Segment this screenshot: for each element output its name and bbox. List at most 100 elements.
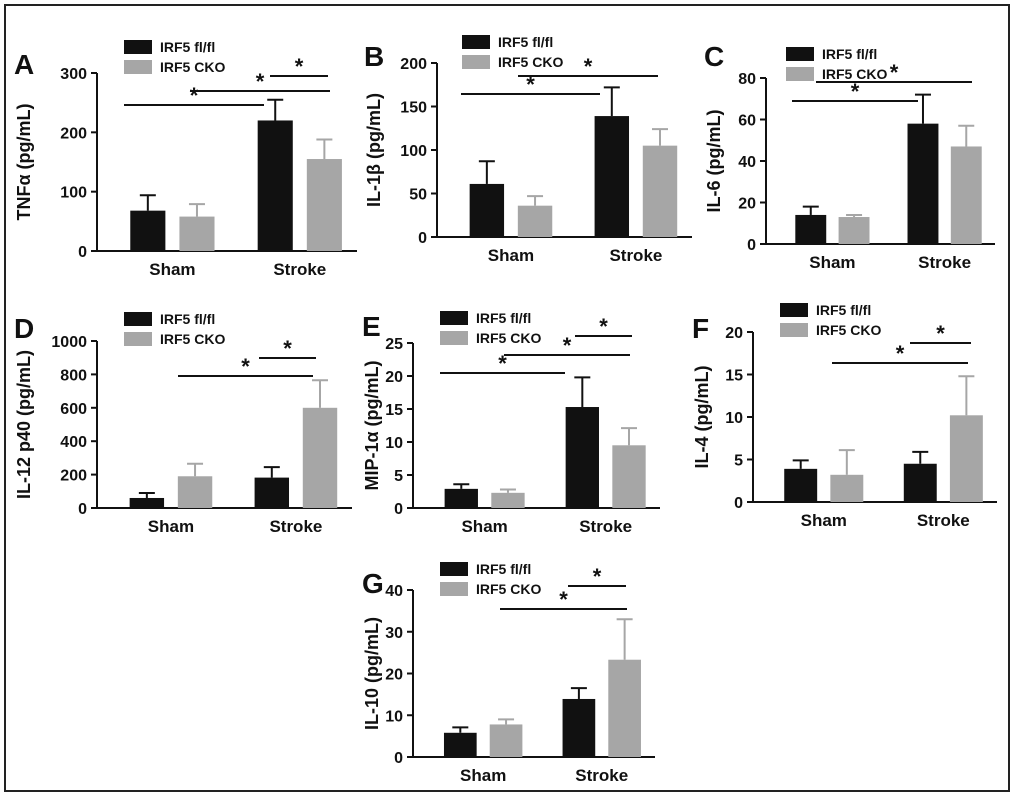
panel-b-bar-stroke-cko (642, 145, 678, 237)
panel-a-significance-star: * (190, 83, 199, 108)
panel-c-bar-stroke-flfl (907, 123, 939, 244)
panel-f-bar-sham-cko (830, 474, 864, 502)
panel-g-ylabel: IL-10 (pg/mL) (362, 617, 382, 730)
panel-c-xcat-label: Stroke (918, 253, 971, 272)
panel-c-legend-label: IRF5 CKO (822, 66, 887, 82)
panel-b-bar-sham-flfl (469, 183, 505, 237)
panel-e-ytick-label: 25 (385, 336, 403, 353)
panel-a-legend-swatch (124, 60, 152, 74)
panel-d-ytick-label: 600 (60, 401, 87, 418)
panel-f-significance-star: * (936, 321, 945, 346)
panel-a-letter: A (14, 49, 34, 80)
panel-c-letter: C (704, 41, 724, 72)
panel-e-xcat-label: Sham (461, 517, 507, 536)
panel-c-bar-sham-flfl (795, 214, 827, 244)
panel-c-bar-stroke-cko (950, 146, 982, 244)
panel-g-bar-sham-cko (489, 724, 523, 757)
panel-c-ylabel: IL-6 (pg/mL) (704, 110, 724, 213)
panel-d-significance-star: * (241, 354, 250, 379)
panel-a-xcat-label: Sham (149, 260, 195, 279)
panel-a-bar-sham-flfl (130, 210, 166, 251)
panel-b-ytick-label: 0 (418, 230, 427, 247)
panel-g-significance-star: * (559, 587, 568, 612)
panel-d-legend-label: IRF5 CKO (160, 331, 225, 347)
panel-b-legend-label: IRF5 fl/fl (498, 34, 553, 50)
panel-e-letter: E (362, 311, 381, 342)
panel-e-bar-stroke-flfl (565, 407, 599, 508)
panel-e-ytick-label: 5 (394, 468, 403, 485)
panel-b-xcat-label: Sham (488, 246, 534, 265)
panel-b-ylabel: IL-1β (pg/mL) (364, 93, 384, 207)
panel-a-ylabel: TNFα (pg/mL) (14, 103, 34, 220)
panel-a-significance-star: * (256, 69, 265, 94)
panel-c-ytick-label: 60 (738, 113, 756, 130)
panel-f-bar-stroke-cko (949, 415, 983, 502)
panel-a-legend-label: IRF5 fl/fl (160, 39, 215, 55)
panel-a-ytick-label: 0 (78, 244, 87, 261)
panel-b-bar-sham-cko (517, 205, 553, 237)
panel-e-ytick-label: 0 (394, 501, 403, 518)
panel-b-legend-label: IRF5 CKO (498, 54, 563, 70)
panel-e-legend-label: IRF5 CKO (476, 330, 541, 346)
panel-f-legend-label: IRF5 CKO (816, 322, 881, 338)
panel-g-bar-stroke-flfl (562, 698, 596, 757)
panel-e-significance-star: * (563, 333, 572, 358)
panel-f-xcat-label: Stroke (917, 511, 970, 530)
panel-d-ytick-label: 400 (60, 434, 87, 451)
panel-e-ytick-label: 20 (385, 369, 403, 386)
panel-e-legend-label: IRF5 fl/fl (476, 310, 531, 326)
panel-d-bar-stroke-flfl (254, 477, 290, 508)
panel-g-legend-label: IRF5 fl/fl (476, 561, 531, 577)
panel-a-legend-swatch (124, 40, 152, 54)
panel-e-bar-stroke-cko (612, 445, 646, 508)
panel-a-xcat-label: Stroke (273, 260, 326, 279)
panel-f-ytick-label: 5 (734, 453, 743, 470)
panel-b-ytick-label: 50 (409, 187, 427, 204)
panel-d-xcat-label: Sham (148, 517, 194, 536)
panel-g-letter: G (362, 568, 384, 599)
panel-b-legend-swatch (462, 55, 490, 69)
panel-d-bar-stroke-cko (302, 407, 338, 508)
panel-g-legend-swatch (440, 562, 468, 576)
panel-c-legend-swatch (786, 67, 814, 81)
panel-d-ytick-label: 0 (78, 501, 87, 518)
panel-g-ytick-label: 0 (394, 750, 403, 767)
panel-c-legend-swatch (786, 47, 814, 61)
panel-d-bar-sham-cko (177, 476, 213, 508)
panel-g-legend-swatch (440, 582, 468, 596)
panel-a-bar-sham-cko (179, 216, 215, 251)
panel-c-ytick-label: 80 (738, 71, 756, 88)
panel-e-bar-sham-cko (491, 492, 525, 508)
panel-a-ytick-label: 100 (60, 185, 87, 202)
panel-g-xcat-label: Sham (460, 766, 506, 785)
panel-a-ytick-label: 200 (60, 125, 87, 142)
panel-f-ytick-label: 15 (725, 368, 743, 385)
panel-e-xcat-label: Stroke (579, 517, 632, 536)
panel-f-ytick-label: 0 (734, 495, 743, 512)
panel-a-significance-star: * (295, 54, 304, 79)
panel-b-xcat-label: Stroke (609, 246, 662, 265)
panel-f-significance-star: * (896, 341, 905, 366)
panel-c-significance-star: * (890, 60, 899, 85)
panel-e-bar-sham-flfl (444, 488, 478, 508)
panel-b-significance-star: * (526, 72, 535, 97)
panel-b-legend-swatch (462, 35, 490, 49)
panel-c-xcat-label: Sham (809, 253, 855, 272)
panel-f-ytick-label: 10 (725, 410, 743, 427)
panel-c-ytick-label: 40 (738, 154, 756, 171)
panel-g-xcat-label: Stroke (575, 766, 628, 785)
panel-f-ytick-label: 20 (725, 325, 743, 342)
panel-b-bar-stroke-flfl (594, 116, 630, 237)
panel-d-legend-swatch (124, 312, 152, 326)
panel-c-significance-star: * (851, 79, 860, 104)
panel-d-ytick-label: 800 (60, 367, 87, 384)
panel-f-ylabel: IL-4 (pg/mL) (692, 366, 712, 469)
panel-f-legend-swatch (780, 303, 808, 317)
panel-a-bar-stroke-flfl (257, 120, 293, 251)
panel-e-legend-swatch (440, 311, 468, 325)
panel-g-significance-star: * (593, 564, 602, 589)
panel-b-ytick-label: 150 (400, 100, 427, 117)
panel-c-legend-label: IRF5 fl/fl (822, 46, 877, 62)
panel-d-bar-sham-flfl (129, 497, 165, 508)
